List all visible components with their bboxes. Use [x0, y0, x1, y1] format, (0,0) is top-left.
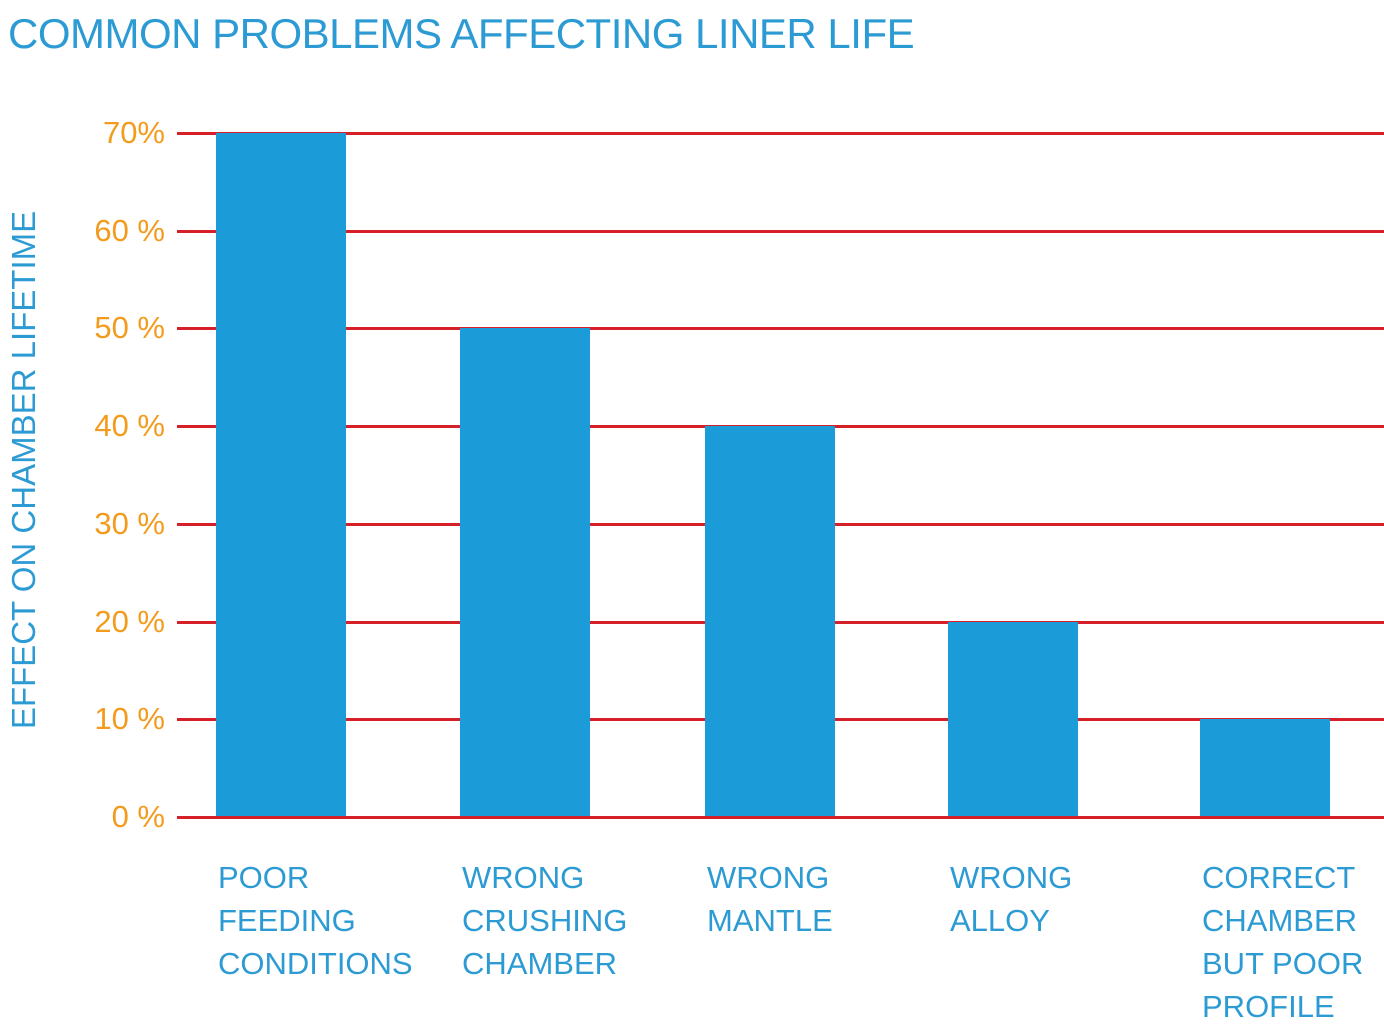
gridline: [177, 132, 1384, 135]
y-tick-label: 20 %: [94, 603, 165, 639]
y-tick-label: 30 %: [94, 505, 165, 541]
y-tick-label: 40 %: [94, 408, 165, 444]
category-label-1: POOR FEEDING CONDITIONS: [218, 860, 413, 981]
bar-5: [1200, 719, 1330, 817]
bar-2: [460, 328, 590, 817]
bar-4: [948, 621, 1078, 817]
gridline: [177, 229, 1384, 233]
category-label-4: WRONG ALLOY: [950, 860, 1073, 938]
category-label-2: WRONG CRUSHING CHAMBER: [462, 860, 628, 981]
gridline: [177, 816, 1384, 819]
bar-3: [705, 426, 835, 817]
bar-1: [216, 133, 346, 817]
category-label-3: WRONG MANTLE: [707, 860, 833, 938]
y-tick-label: 50 %: [94, 310, 165, 346]
y-tick-label: 70%: [102, 115, 165, 150]
y-tick-label: 0 %: [111, 799, 165, 834]
y-axis-label: EFFECT ON CHAMBER LIFETIME: [5, 210, 42, 730]
category-label-5: CORRECT CHAMBER BUT POOR PROFILE: [1202, 860, 1364, 1024]
y-tick-label: 10 %: [94, 701, 165, 737]
gridline: [177, 327, 1384, 331]
chart-title: COMMON PROBLEMS AFFECTING LINER LIFE: [8, 10, 915, 57]
y-tick-label: 60 %: [94, 212, 165, 248]
